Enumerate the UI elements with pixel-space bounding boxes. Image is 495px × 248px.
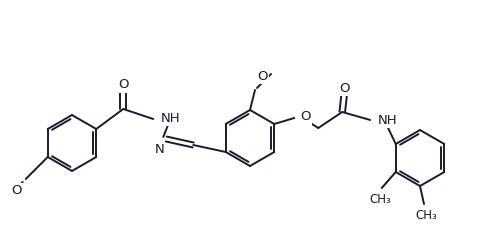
Text: CH₃: CH₃ (369, 193, 391, 206)
Text: CH₃: CH₃ (415, 209, 437, 222)
Text: O: O (118, 79, 129, 92)
Text: O: O (300, 111, 311, 124)
Text: O: O (339, 82, 349, 94)
Text: NH: NH (161, 112, 181, 124)
Text: NH: NH (378, 114, 398, 126)
Text: O: O (11, 184, 22, 197)
Text: N: N (154, 143, 164, 156)
Text: O: O (257, 70, 267, 83)
